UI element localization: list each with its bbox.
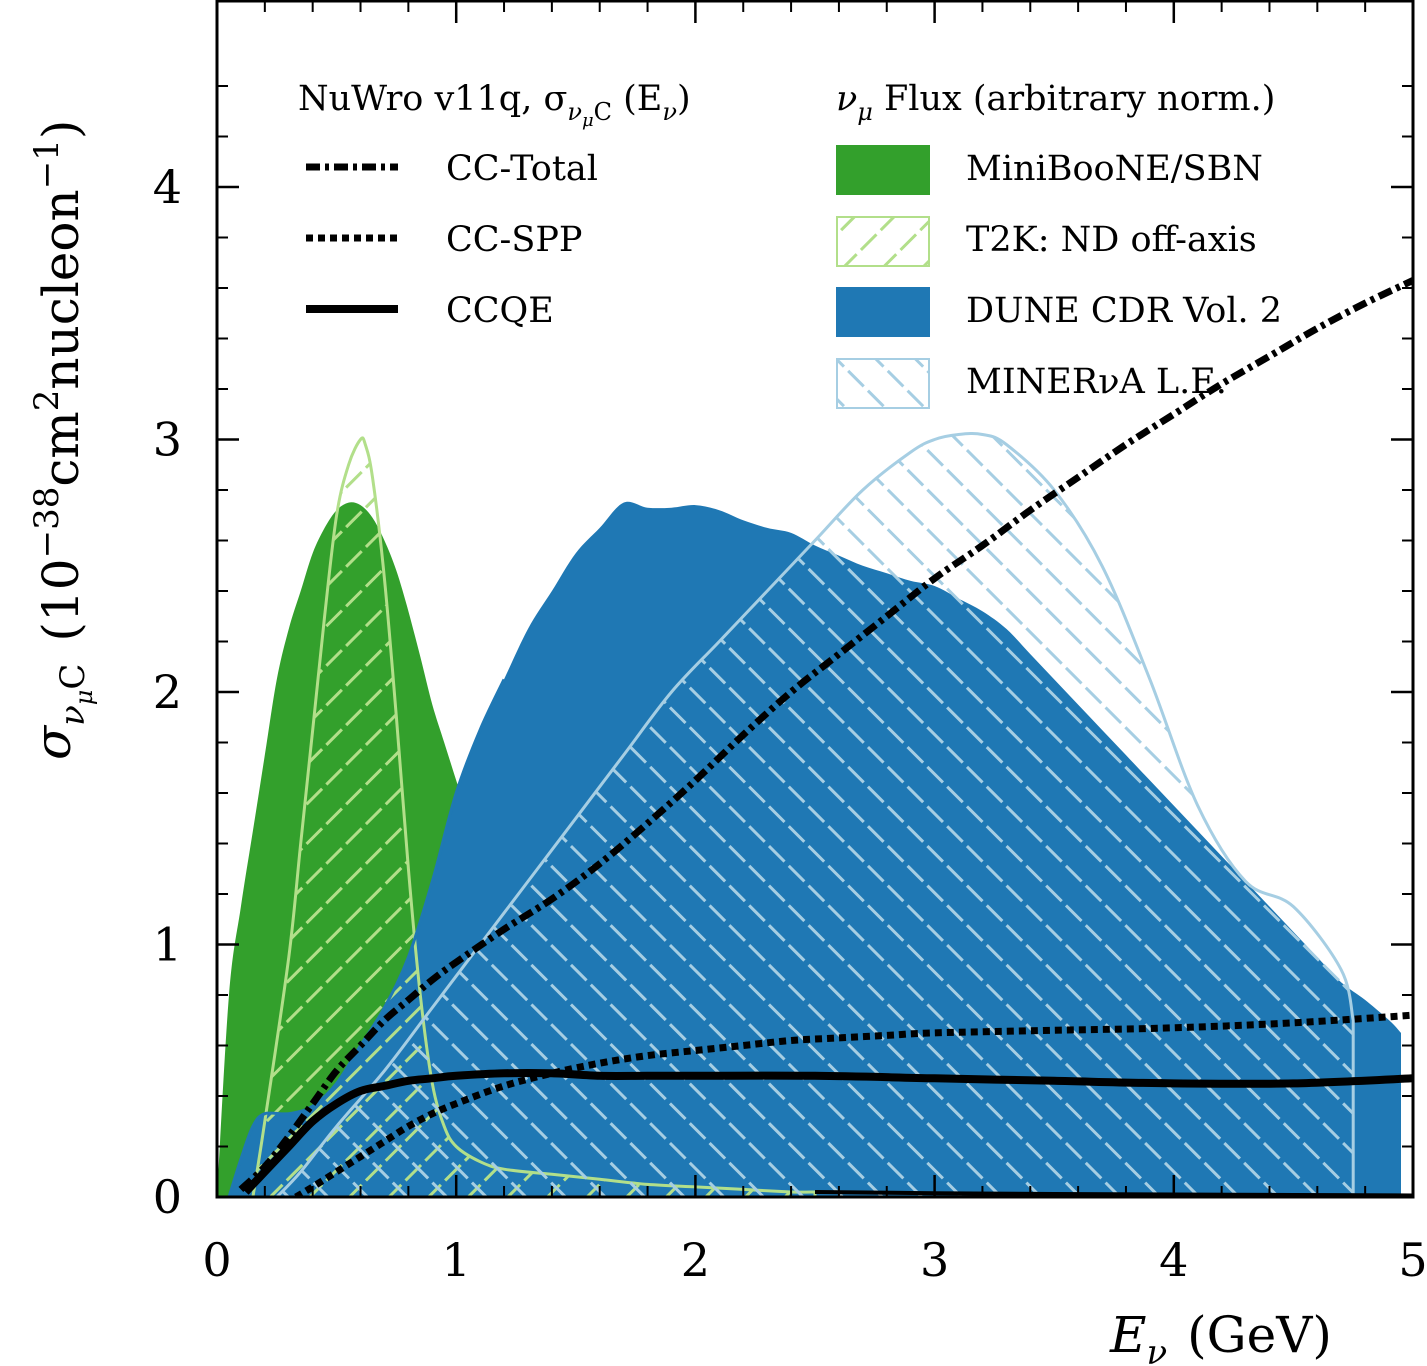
x-tick-label: 5	[1398, 1233, 1427, 1287]
flux-hatch-miner-a-l-e	[276, 433, 1354, 1197]
axes	[215, 0, 1415, 1199]
legend-miniboone-label: MiniBooNE/SBN	[966, 149, 1263, 189]
y-tick-label: 0	[153, 1170, 182, 1224]
legend-cc-spp-label: CC-SPP	[446, 220, 582, 260]
x-tick-label: 1	[442, 1233, 471, 1287]
flux-areas	[217, 432, 1401, 1197]
y-axis-title: σνμC(10−38cm2nucleon−1)	[24, 120, 98, 760]
legend-flux: νμ Flux (arbitrary norm.) MiniBooNE/SBN …	[836, 79, 1282, 409]
cross-section-lines	[238, 277, 1413, 1197]
legend-left-title: NuWro v11q, σνμC (Eν)	[298, 79, 691, 131]
xsec-line-cc-total	[238, 277, 1413, 1192]
y-tick-label: 4	[153, 160, 182, 214]
legend-minerva-swatch	[836, 358, 930, 409]
flux-hatch-t2k-nd-off-axis	[252, 437, 815, 1197]
legend-cc-total-label: CC-Total	[446, 149, 598, 189]
xsec-line-cc-spp	[294, 1011, 1413, 1197]
y-tick-label: 1	[153, 918, 182, 972]
flux-outline-miner-a-l-e	[275, 432, 1355, 1197]
plot-frame	[215, 0, 1415, 1199]
legend-cross-sections: NuWro v11q, σνμC (Eν) CC-Total CC-SPP CC…	[298, 79, 691, 331]
x-tick-label: 4	[1159, 1233, 1188, 1287]
y-tick-label: 2	[153, 665, 182, 719]
y-tick-label: 3	[153, 413, 182, 467]
x-axis-title: Eν (GeV)	[1109, 1306, 1332, 1366]
legend-dune-swatch	[836, 287, 930, 337]
x-tick-label: 3	[920, 1233, 949, 1287]
legend-t2k-label: T2K: ND off-axis	[966, 220, 1257, 260]
xsec-line-ccqe	[242, 1069, 1413, 1195]
legend-ccqe-label: CCQE	[446, 291, 554, 331]
xsec-line-ccqe-low	[814, 1190, 1413, 1197]
legend-minerva-label: MINERνA L.E.	[966, 362, 1227, 402]
tick-labels: 0 1 2 3 4 5 0 1 2 3 4	[153, 160, 1427, 1287]
x-tick-label: 0	[202, 1233, 231, 1287]
legend-dune-label: DUNE CDR Vol. 2	[966, 291, 1282, 331]
legend-t2k-swatch	[836, 216, 930, 267]
legend-miniboone-swatch	[836, 145, 930, 195]
x-tick-label: 2	[681, 1233, 710, 1287]
legend-right-title: νμ Flux (arbitrary norm.)	[836, 79, 1275, 126]
